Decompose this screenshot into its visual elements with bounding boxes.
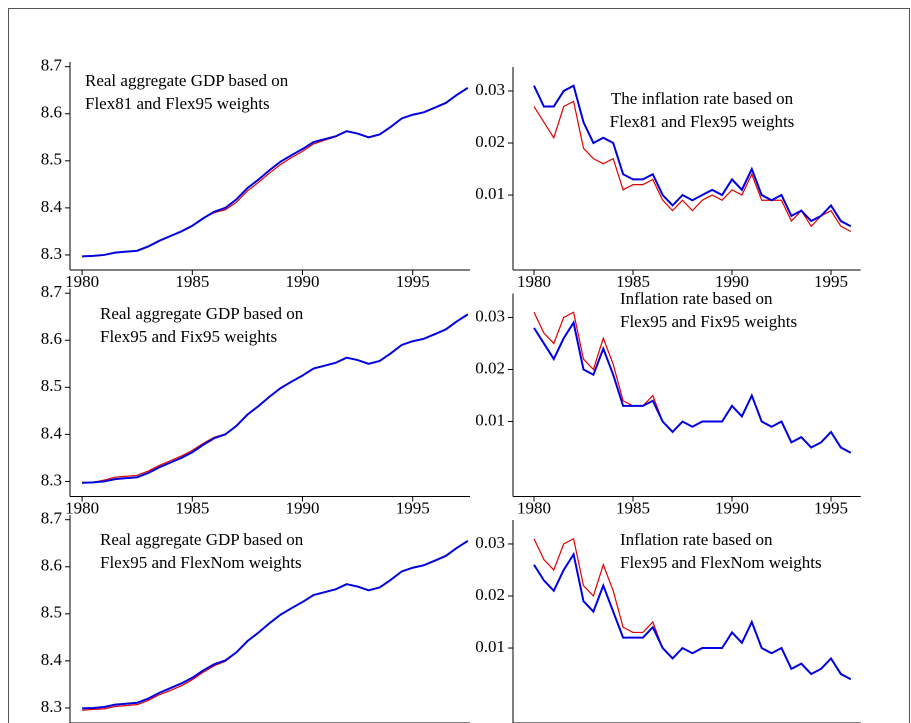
y-tick-label: 0.02 — [475, 358, 505, 377]
y-tick-label: 0.01 — [475, 410, 505, 429]
y-tick-label: 8.3 — [41, 697, 62, 716]
y-tick-label: 0.01 — [475, 637, 505, 656]
y-tick-label: 0.03 — [475, 533, 505, 552]
x-tick-label: 1995 — [396, 498, 430, 517]
chart-title: Flex95 and FlexNom weights — [620, 553, 822, 572]
x-tick-label: 1995 — [814, 272, 848, 291]
y-tick-label: 0.01 — [475, 184, 505, 203]
chart-title: Flex81 and Flex95 weights — [85, 94, 270, 113]
chart-title: Inflation rate based on — [620, 530, 773, 549]
y-tick-label: 8.7 — [41, 56, 63, 75]
y-tick-label: 0.02 — [475, 132, 505, 151]
y-tick-label: 0.03 — [475, 80, 505, 99]
x-tick-label: 1985 — [616, 272, 650, 291]
line-series — [82, 87, 469, 257]
line-series — [533, 320, 852, 454]
y-tick-label: 8.5 — [41, 376, 62, 395]
x-tick-label: 1980 — [517, 272, 551, 291]
line-series — [533, 551, 852, 681]
y-tick-label: 8.4 — [41, 197, 63, 216]
line-series — [82, 313, 469, 484]
y-tick-label: 8.6 — [41, 556, 62, 575]
y-tick-label: 8.7 — [41, 282, 63, 301]
y-tick-label: 8.5 — [41, 150, 62, 169]
x-tick-label: 1980 — [517, 498, 551, 517]
chart-title: The inflation rate based on — [611, 89, 794, 108]
chart-title: Inflation rate based on — [620, 289, 773, 308]
line-series — [82, 87, 469, 258]
x-tick-label: 1985 — [175, 498, 209, 517]
chart-title: Flex81 and Flex95 weights — [610, 112, 795, 131]
y-tick-label: 8.3 — [41, 244, 62, 263]
line-series — [82, 540, 469, 710]
y-tick-label: 8.3 — [41, 470, 62, 489]
y-tick-label: 8.5 — [41, 603, 62, 622]
chart-title: Real aggregate GDP based on — [85, 71, 289, 90]
x-tick-label: 1990 — [715, 498, 749, 517]
y-tick-label: 8.4 — [41, 423, 63, 442]
y-tick-label: 8.6 — [41, 103, 62, 122]
y-tick-label: 0.03 — [475, 306, 505, 325]
y-tick-label: 8.7 — [41, 509, 63, 528]
chart-title: Real aggregate GDP based on — [100, 530, 304, 549]
y-tick-label: 8.6 — [41, 329, 62, 348]
frame — [8, 8, 910, 723]
chart-title: Flex95 and Fix95 weights — [100, 327, 277, 346]
y-tick-label: 0.02 — [475, 585, 505, 604]
x-tick-label: 1985 — [175, 272, 209, 291]
y-tick-label: 8.4 — [41, 650, 63, 669]
chart-title: Flex95 and FlexNom weights — [100, 553, 302, 572]
line-series — [533, 311, 852, 454]
x-tick-label: 1980 — [65, 272, 99, 291]
chart-title: Flex95 and Fix95 weights — [620, 312, 797, 331]
line-series — [533, 84, 852, 228]
x-tick-label: 1985 — [616, 498, 650, 517]
x-tick-label: 1990 — [286, 272, 320, 291]
chart-title: Real aggregate GDP based on — [100, 304, 304, 323]
x-tick-label: 1995 — [396, 272, 430, 291]
x-tick-label: 1990 — [715, 272, 749, 291]
x-tick-label: 1990 — [286, 498, 320, 517]
line-series — [533, 100, 852, 233]
x-tick-label: 1995 — [814, 498, 848, 517]
x-tick-label: 1980 — [65, 498, 99, 517]
